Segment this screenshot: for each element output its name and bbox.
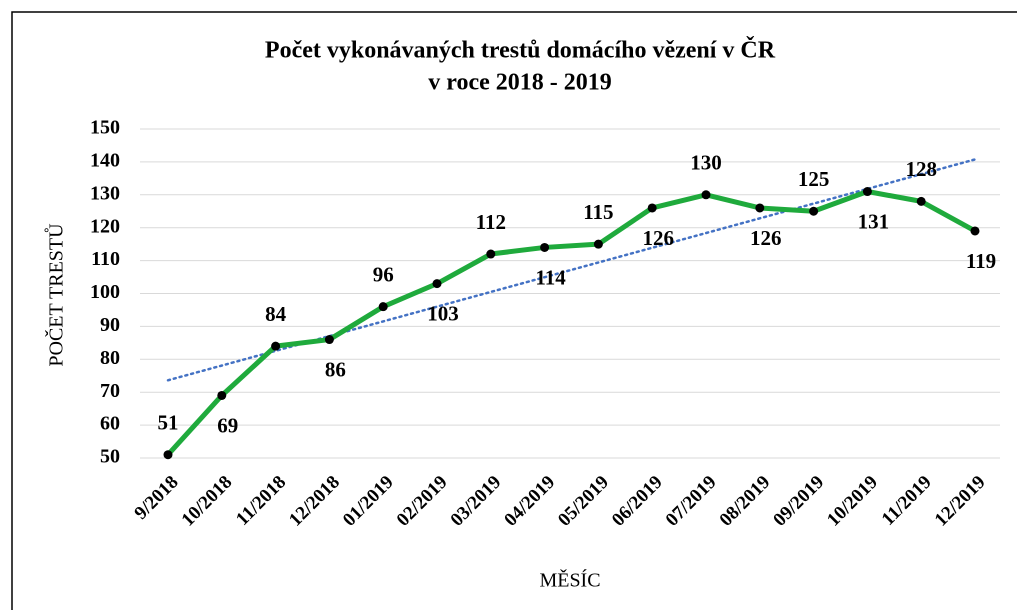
data-label: 84 bbox=[265, 302, 287, 326]
data-label: 96 bbox=[373, 262, 394, 286]
point bbox=[916, 196, 926, 206]
y-tick-label: 140 bbox=[90, 149, 120, 171]
point bbox=[271, 341, 281, 351]
data-label: 126 bbox=[750, 226, 782, 250]
y-axis-title: POČET TRESTŮ bbox=[44, 223, 68, 367]
y-tick-label: 60 bbox=[100, 413, 120, 435]
chart-title: Počet vykonávaných trestů domácího vězen… bbox=[265, 37, 776, 64]
y-tick-label: 100 bbox=[90, 281, 120, 303]
y-tick-label: 70 bbox=[100, 380, 120, 402]
point bbox=[755, 203, 765, 213]
y-tick-label: 130 bbox=[90, 182, 120, 204]
data-label: 126 bbox=[642, 226, 674, 250]
data-label: 128 bbox=[905, 157, 937, 181]
point bbox=[809, 206, 819, 216]
data-label: 114 bbox=[535, 265, 566, 289]
data-label: 51 bbox=[158, 411, 179, 435]
data-label: 131 bbox=[858, 209, 890, 233]
point bbox=[862, 187, 872, 197]
point bbox=[540, 242, 550, 252]
point bbox=[593, 239, 603, 249]
point bbox=[432, 279, 442, 289]
point bbox=[378, 302, 388, 312]
point bbox=[217, 390, 227, 400]
chart-title: v roce 2018 - 2019 bbox=[428, 70, 612, 96]
data-label: 125 bbox=[798, 167, 830, 191]
y-tick-label: 150 bbox=[90, 117, 120, 139]
point bbox=[970, 226, 980, 236]
point bbox=[163, 450, 173, 460]
data-label: 69 bbox=[217, 413, 238, 437]
point bbox=[324, 335, 334, 345]
y-tick-label: 80 bbox=[100, 347, 120, 369]
point bbox=[647, 203, 657, 213]
y-tick-label: 90 bbox=[100, 314, 120, 336]
y-tick-label: 110 bbox=[91, 248, 120, 270]
point bbox=[486, 249, 496, 259]
line bbox=[166, 189, 977, 457]
y-tick-label: 120 bbox=[90, 215, 120, 237]
data-label: 115 bbox=[583, 200, 613, 224]
point bbox=[701, 190, 711, 200]
data-label: 130 bbox=[690, 151, 722, 175]
x-axis-title: MĚSÍC bbox=[539, 569, 600, 592]
data-label: 119 bbox=[966, 249, 996, 273]
chart-frame bbox=[11, 11, 1017, 610]
y-tick-label: 50 bbox=[100, 446, 120, 468]
data-label: 103 bbox=[427, 301, 459, 325]
data-label: 112 bbox=[476, 210, 506, 234]
data-label: 86 bbox=[325, 357, 346, 381]
